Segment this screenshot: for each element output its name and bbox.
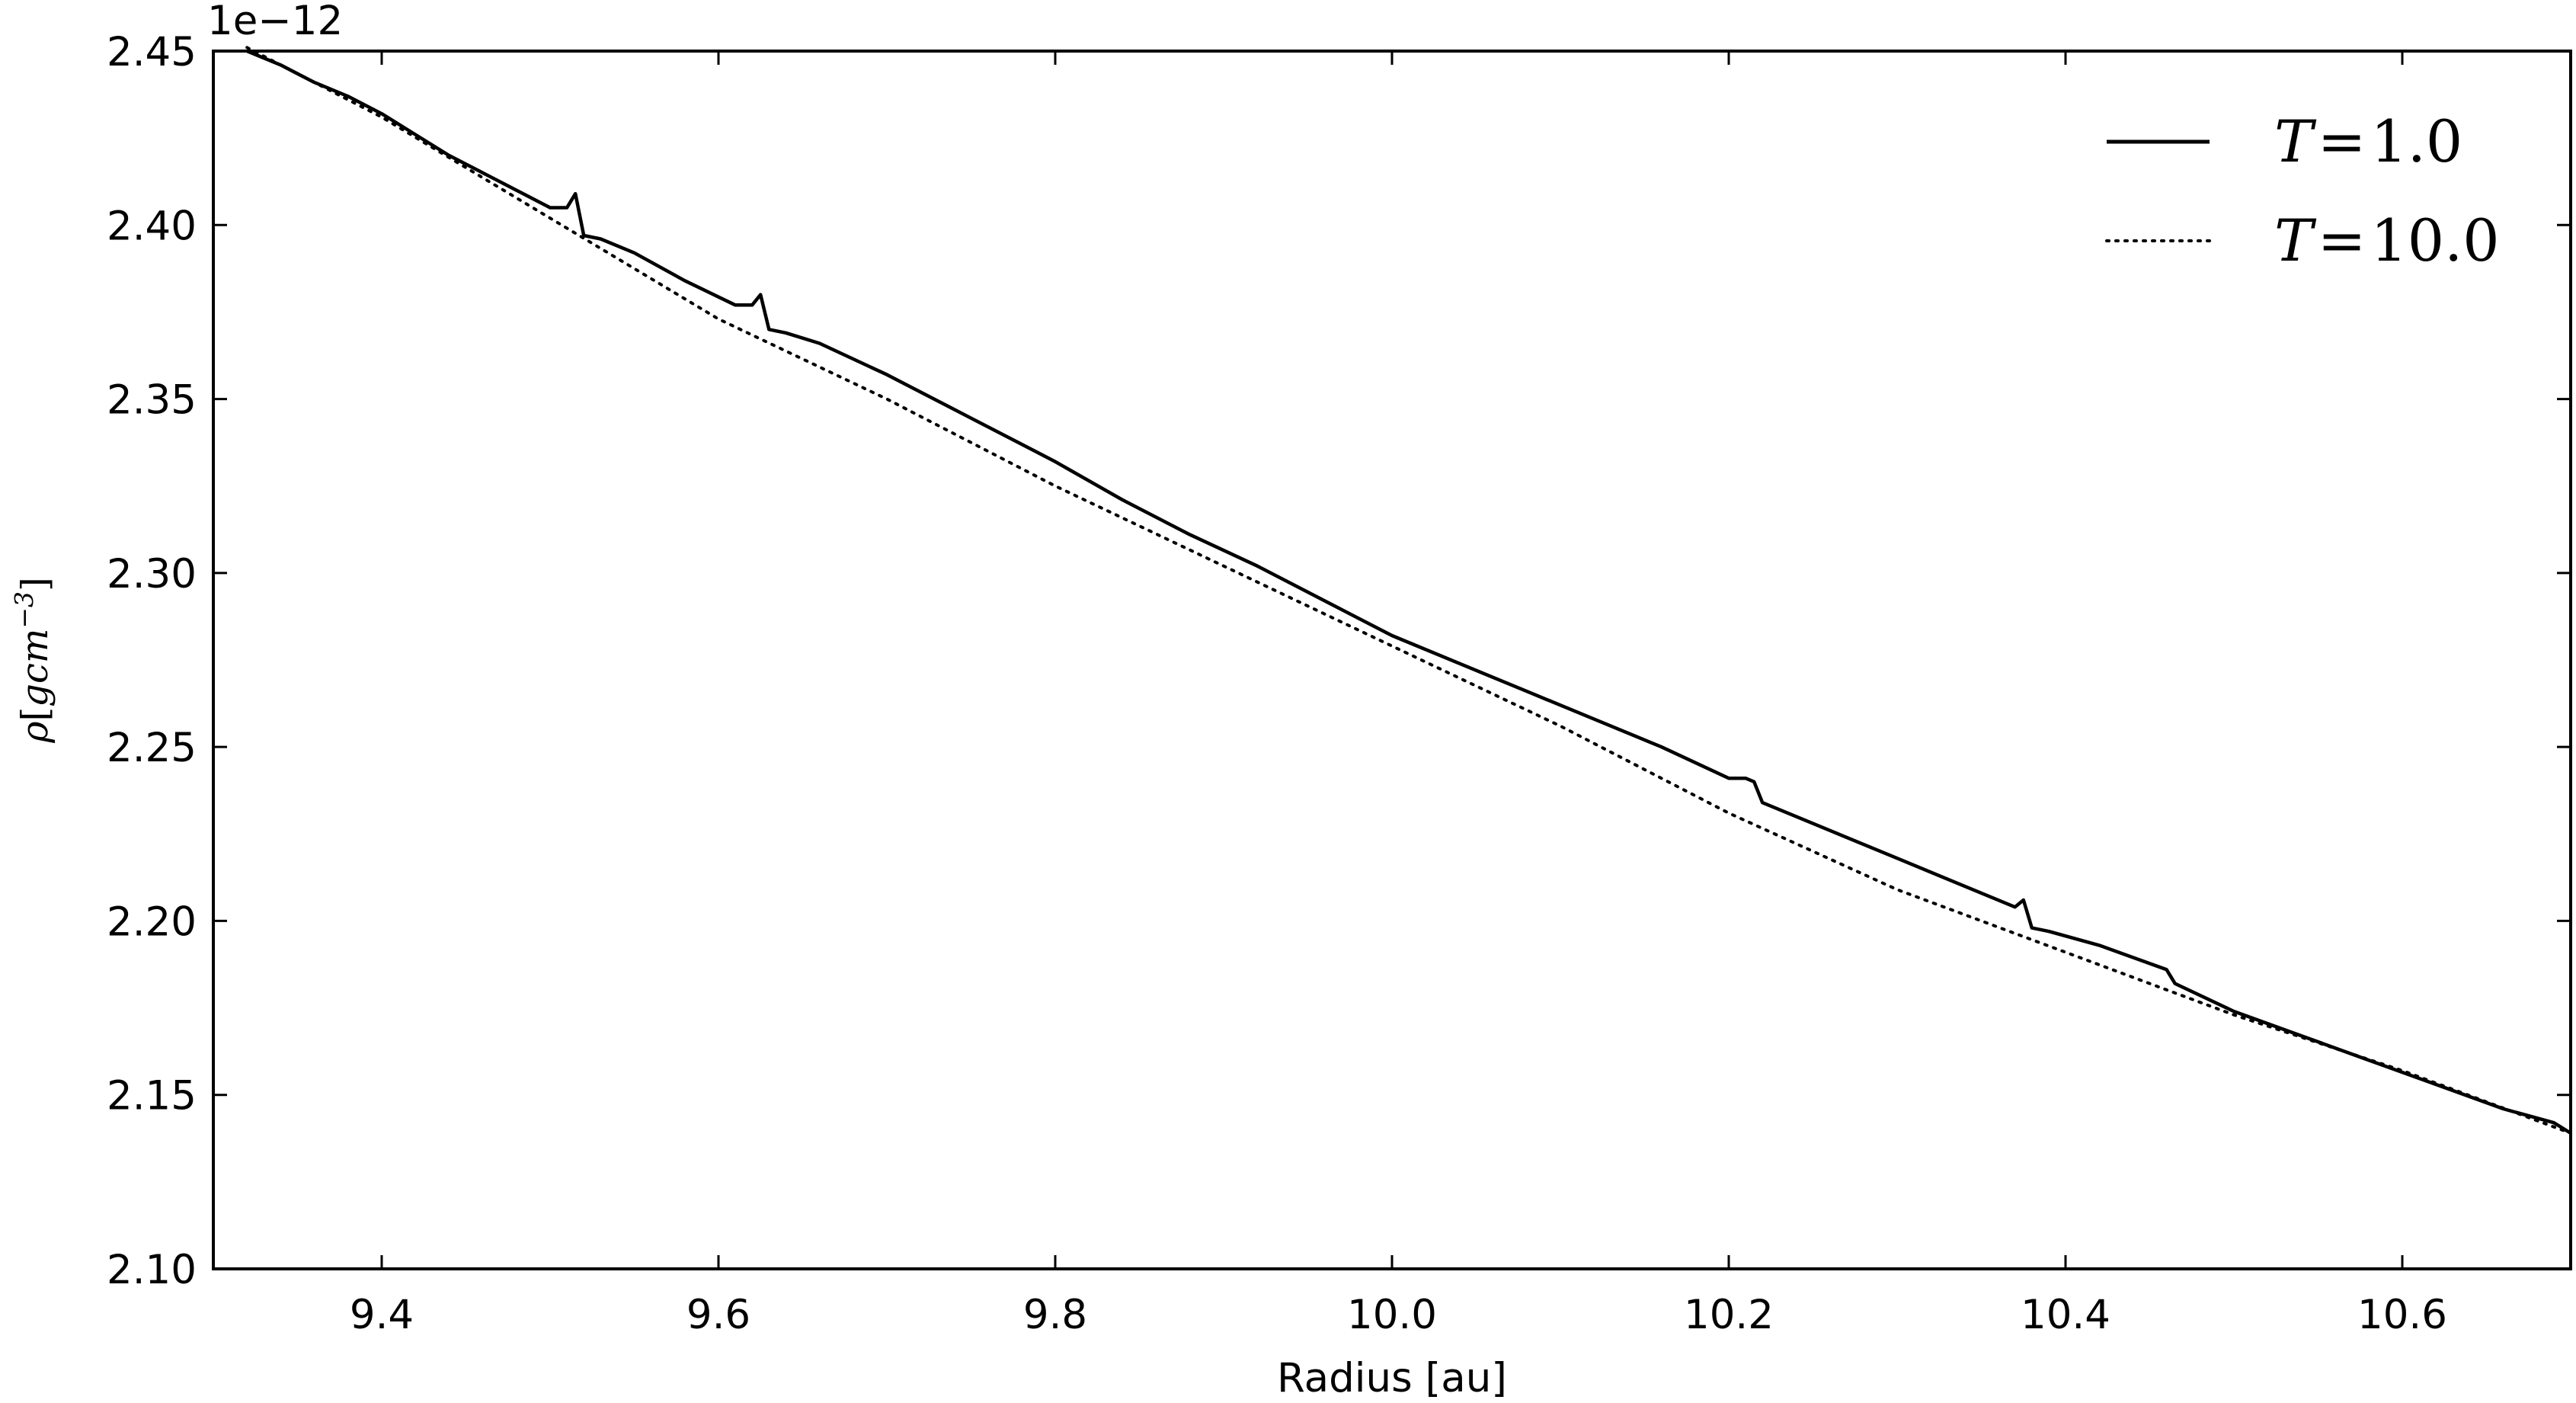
y-tick-label: 2.10: [107, 1247, 197, 1293]
y-tick-label: 2.25: [107, 725, 197, 771]
x-tick-label: 9.6: [686, 1292, 750, 1338]
series-line-1: [246, 49, 2572, 1135]
legend-label-series-1-var: T: [2274, 107, 2317, 175]
x-tick-label: 9.8: [1023, 1292, 1087, 1338]
legend: T=1.0 T=10.0: [2105, 107, 2500, 274]
legend-label-series-2-var: T: [2274, 207, 2317, 274]
y-axis-title-open: [: [14, 707, 56, 722]
y-tick-label: 2.15: [107, 1073, 197, 1120]
y-axis-title: ρ[gcm−3]: [9, 577, 57, 743]
y-axis-ticks: 2.10 2.15 2.20 2.25 2.30 2.35 2.40 2.45: [107, 29, 2571, 1293]
legend-label-series-2-val: 10.0: [2370, 207, 2499, 274]
y-tick-label: 2.45: [107, 29, 197, 75]
x-tick-label: 9.4: [350, 1292, 414, 1338]
legend-label-series-2: T=10.0: [2274, 207, 2500, 274]
x-axis-ticks: 9.4 9.6 9.8 10.0 10.2 10.4 10.6: [350, 51, 2447, 1338]
y-axis-title-unit: gcm: [14, 629, 56, 707]
series-line-2: [245, 46, 2572, 1135]
y-axis-title-exp: −3: [9, 591, 39, 629]
legend-label-series-1: T=1.0: [2274, 107, 2462, 175]
y-axis-title-rho: ρ: [14, 722, 56, 744]
y-offset-label: 1e−12: [207, 0, 343, 44]
legend-label-series-2-eq: =: [2318, 207, 2366, 274]
y-tick-label: 2.30: [107, 551, 197, 597]
y-tick-label: 2.20: [107, 898, 197, 945]
legend-label-series-1-eq: =: [2318, 107, 2366, 175]
x-tick-label: 10.6: [2357, 1292, 2447, 1338]
y-axis-title-close: ]: [14, 577, 56, 591]
x-tick-label: 10.4: [2021, 1292, 2110, 1338]
x-tick-label: 10.2: [1684, 1292, 1774, 1338]
x-tick-label: 10.0: [1347, 1292, 1437, 1338]
legend-label-series-1-val: 1.0: [2370, 107, 2462, 175]
series-layer: [245, 46, 2572, 1135]
x-axis-title: Radius [au]: [1277, 1355, 1507, 1401]
y-tick-label: 2.35: [107, 377, 197, 424]
y-tick-label: 2.40: [107, 203, 197, 249]
